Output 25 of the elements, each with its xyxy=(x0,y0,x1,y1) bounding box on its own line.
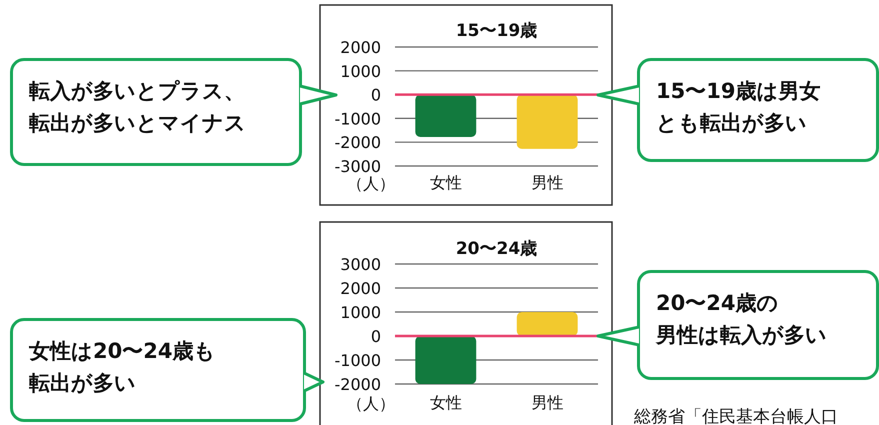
y-tick-label: 2000 xyxy=(340,38,381,57)
text: 転入が多いとプラス、転出が多いとマイナス xyxy=(10,58,302,166)
y-tick-label: 2000 xyxy=(340,279,381,298)
y-tick-label: -2000 xyxy=(334,375,381,394)
text: 15〜19歳は男女とも転出が多い xyxy=(637,58,879,162)
text: 20〜24歳の男性は転入が多い xyxy=(637,270,879,380)
text: 総務省「住民基本台帳人口 xyxy=(634,406,838,425)
y-tick-label: -2000 xyxy=(334,133,381,152)
y-tick-label: 1000 xyxy=(340,303,381,322)
y-tick-label: 1000 xyxy=(340,62,381,81)
x-tick-label: 女性 xyxy=(430,173,462,192)
y-tick-label: 0 xyxy=(370,327,381,346)
text: 女性は20〜24歳も転出が多い xyxy=(10,318,306,422)
y-axis-title: （人） xyxy=(347,174,395,193)
y-tick-label: 0 xyxy=(370,86,381,105)
y-tick-label: -1000 xyxy=(334,109,381,128)
x-tick-label: 女性 xyxy=(430,393,462,412)
y-tick-label: 3000 xyxy=(340,255,381,274)
y-tick-label: -3000 xyxy=(334,157,381,176)
chart-title: 15〜19歳 xyxy=(456,21,538,41)
y-axis-title: （人） xyxy=(347,394,395,413)
chart-title: 20〜24歳 xyxy=(456,239,538,259)
x-tick-label: 男性 xyxy=(531,173,564,192)
x-tick-label: 男性 xyxy=(531,393,564,412)
y-tick-label: -1000 xyxy=(334,351,381,370)
